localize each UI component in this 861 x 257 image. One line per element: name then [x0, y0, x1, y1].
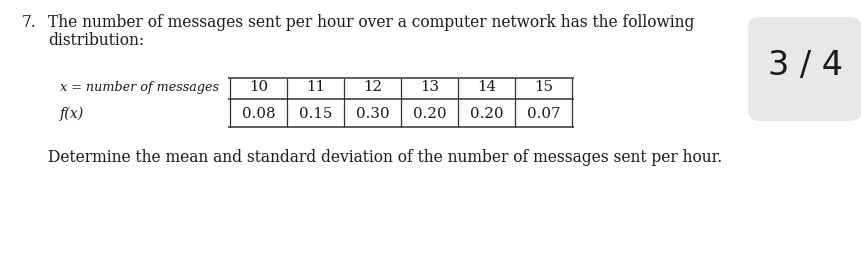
Text: 0.07: 0.07 — [527, 107, 561, 121]
Text: 13: 13 — [420, 80, 439, 94]
Text: The number of messages sent per hour over a computer network has the following: The number of messages sent per hour ove… — [48, 14, 694, 31]
Text: 15: 15 — [534, 80, 553, 94]
Text: distribution:: distribution: — [48, 32, 144, 49]
Text: 0.20: 0.20 — [412, 107, 446, 121]
Text: 12: 12 — [363, 80, 382, 94]
Text: 10: 10 — [249, 80, 268, 94]
Text: Determine the mean and standard deviation of the number of messages sent per hou: Determine the mean and standard deviatio… — [48, 149, 722, 166]
Text: 0.15: 0.15 — [299, 107, 332, 121]
Text: x = number of messages: x = number of messages — [60, 80, 219, 94]
Text: f(x): f(x) — [60, 107, 84, 121]
Text: 0.30: 0.30 — [356, 107, 389, 121]
FancyBboxPatch shape — [748, 17, 861, 121]
Text: 0.08: 0.08 — [242, 107, 276, 121]
Text: 3 / 4: 3 / 4 — [767, 49, 843, 81]
Text: 7.: 7. — [22, 14, 37, 31]
Text: 11: 11 — [306, 80, 325, 94]
Text: 14: 14 — [477, 80, 496, 94]
Text: 0.20: 0.20 — [470, 107, 504, 121]
